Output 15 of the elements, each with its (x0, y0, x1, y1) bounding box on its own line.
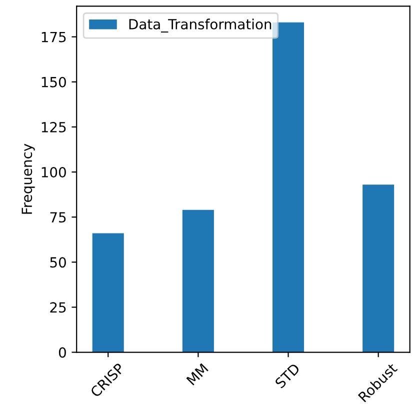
y-tick-label: 0 (58, 347, 66, 358)
bar (92, 233, 124, 352)
y-tick-label: 100 (42, 166, 66, 178)
y-tick-label: 50 (50, 257, 66, 268)
y-tick-label: 175 (42, 32, 66, 42)
bar (182, 210, 214, 352)
y-tick-label: 125 (42, 122, 66, 132)
y-tick-label: 150 (42, 76, 66, 88)
legend-label: Data_Transformation (129, 18, 272, 33)
y-tick-label: 25 (50, 302, 66, 313)
x-tick-label: MM (186, 363, 208, 386)
y-tick-label: 75 (50, 212, 66, 223)
bar (362, 184, 394, 352)
bar (272, 22, 304, 352)
y-axis-title: Frequency (22, 144, 35, 214)
